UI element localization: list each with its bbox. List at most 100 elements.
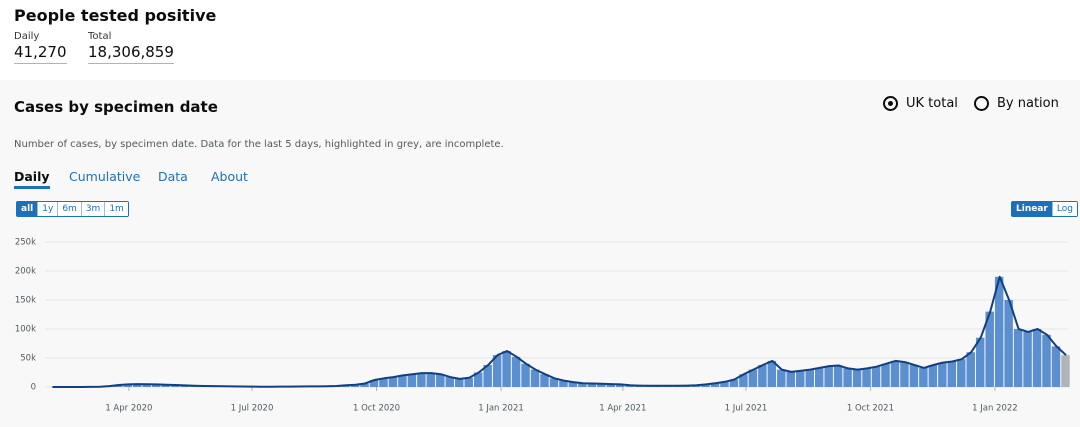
bar bbox=[616, 384, 625, 387]
bar bbox=[890, 360, 900, 387]
bar bbox=[739, 374, 748, 387]
bar bbox=[369, 380, 379, 387]
bar bbox=[1023, 331, 1032, 387]
bar bbox=[132, 384, 142, 387]
bar bbox=[1004, 300, 1013, 387]
bar bbox=[900, 362, 909, 387]
bar bbox=[805, 369, 814, 387]
bar bbox=[1013, 329, 1023, 387]
bar bbox=[862, 368, 871, 387]
bar bbox=[426, 373, 436, 387]
bar bbox=[151, 384, 161, 387]
page-title: People tested positive bbox=[14, 6, 217, 25]
scale-button[interactable]: Log bbox=[1051, 202, 1077, 216]
range-button[interactable]: 3m bbox=[80, 202, 105, 216]
bar bbox=[957, 359, 966, 387]
y-tick-label: 100k bbox=[15, 325, 36, 335]
x-tick-label: 1 Jan 2022 bbox=[972, 404, 1018, 414]
radio-nation[interactable]: By nation bbox=[974, 96, 1059, 111]
bar bbox=[142, 384, 151, 387]
bar bbox=[814, 367, 824, 387]
bar bbox=[530, 369, 540, 387]
bar bbox=[360, 383, 369, 387]
bar bbox=[748, 369, 758, 387]
y-tick-label: 0 bbox=[31, 383, 36, 393]
bar bbox=[473, 372, 483, 387]
bar bbox=[511, 356, 521, 387]
bar bbox=[398, 375, 407, 387]
bar bbox=[796, 370, 805, 387]
bar bbox=[919, 367, 928, 387]
scale-buttons: Linear Log bbox=[1011, 201, 1078, 217]
radio-uk[interactable]: UK total bbox=[883, 96, 958, 111]
radio-label: By nation bbox=[997, 96, 1059, 111]
tab[interactable]: Daily bbox=[14, 169, 50, 189]
x-tick-label: 1 Oct 2021 bbox=[847, 404, 894, 414]
bar bbox=[170, 384, 180, 387]
card-title: Cases by specimen date bbox=[14, 98, 218, 116]
bar bbox=[388, 377, 398, 387]
bar bbox=[606, 384, 616, 387]
bar bbox=[464, 377, 473, 387]
bar bbox=[767, 360, 777, 387]
bar bbox=[833, 365, 843, 387]
bar bbox=[871, 366, 881, 387]
scale-button[interactable]: Linear bbox=[1012, 202, 1052, 216]
x-tick-label: 1 Apr 2020 bbox=[105, 404, 152, 414]
range-button[interactable]: 1y bbox=[37, 202, 58, 216]
description: Number of cases, by specimen date. Data … bbox=[14, 139, 504, 150]
y-tick-label: 200k bbox=[15, 267, 36, 277]
bar bbox=[824, 366, 833, 387]
x-tick-label: 1 Apr 2021 bbox=[599, 404, 646, 414]
tab[interactable]: Data bbox=[158, 169, 188, 184]
bar bbox=[587, 383, 597, 387]
daily-label: Daily bbox=[14, 31, 40, 42]
range-button[interactable]: 1m bbox=[104, 202, 128, 216]
x-tick-label: 1 Jul 2020 bbox=[231, 404, 274, 414]
bar bbox=[938, 362, 947, 387]
range-button[interactable]: 6m bbox=[57, 202, 81, 216]
y-tick-label: 50k bbox=[20, 354, 36, 364]
bar bbox=[540, 374, 549, 387]
total-label: Total bbox=[88, 31, 112, 42]
y-tick-label: 250k bbox=[15, 238, 36, 248]
range-buttons: all 1y 6m 3m 1m bbox=[16, 201, 129, 217]
bar bbox=[502, 351, 511, 387]
daily-value: 41,270 bbox=[14, 43, 67, 64]
bar bbox=[379, 378, 388, 387]
bar bbox=[521, 363, 530, 387]
bar bbox=[758, 364, 767, 387]
bar bbox=[407, 374, 417, 387]
bar bbox=[568, 382, 578, 387]
bar bbox=[701, 384, 710, 387]
y-tick-label: 150k bbox=[15, 296, 36, 306]
x-tick-label: 1 Jan 2021 bbox=[478, 404, 524, 414]
total-value: 18,306,859 bbox=[88, 43, 174, 64]
bar bbox=[417, 373, 426, 387]
bar bbox=[928, 364, 938, 387]
bar bbox=[852, 369, 862, 387]
radio-label: UK total bbox=[906, 96, 958, 111]
tab[interactable]: About bbox=[211, 169, 248, 184]
bar bbox=[350, 384, 360, 387]
bar bbox=[720, 381, 729, 387]
bar bbox=[455, 378, 464, 387]
bar bbox=[843, 368, 852, 387]
bar bbox=[559, 380, 568, 387]
tab[interactable]: Cumulative bbox=[69, 169, 141, 184]
bar bbox=[436, 374, 445, 387]
bar bbox=[975, 337, 985, 387]
bar bbox=[729, 379, 739, 387]
bar bbox=[578, 383, 587, 387]
range-button[interactable]: all bbox=[17, 202, 38, 216]
bar bbox=[947, 361, 957, 387]
bar bbox=[777, 369, 786, 387]
bar bbox=[483, 364, 492, 387]
bar bbox=[1032, 329, 1042, 387]
bar bbox=[445, 377, 455, 387]
bar bbox=[597, 383, 606, 387]
chart: 0 50k 100k 150k 200k 250k 1 Apr 2020 1 Jul 2020… bbox=[15, 238, 1070, 414]
bar bbox=[549, 378, 559, 387]
bar bbox=[994, 276, 1004, 387]
